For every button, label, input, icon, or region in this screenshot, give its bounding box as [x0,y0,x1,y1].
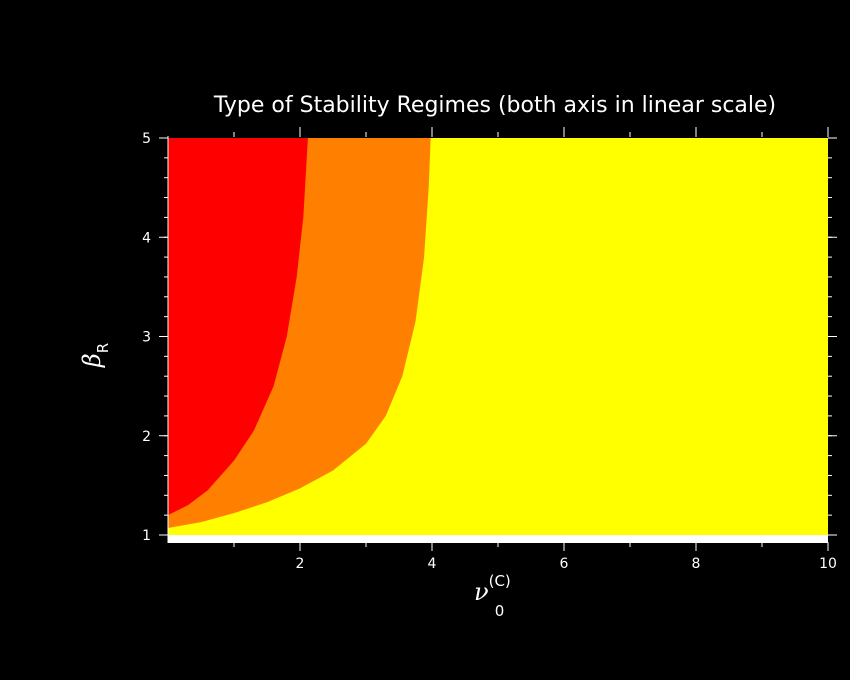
y-tick-label: 2 [142,429,151,445]
x-axis-label: ν(C) 0 [474,572,511,620]
x-tick-label: 10 [819,556,837,572]
x-tick-label: 4 [428,556,437,572]
y-axis-label-subscript: R [94,343,112,353]
y-tick-label: 5 [142,131,151,147]
x-tick-label: 8 [692,556,701,572]
y-axis-ticks: 1 2 3 4 5 [142,131,837,544]
plot-bottom-strip [168,535,828,543]
x-tick-label: 2 [296,556,305,572]
y-tick-label: 4 [142,230,151,246]
x-axis-label-superscript: (C) [489,572,511,590]
y-axis-label-symbol: β [78,353,106,368]
region-ff0000 [168,138,308,516]
regions-layer [167,136,828,543]
x-axis-ticks: 2 4 6 8 10 [296,127,837,572]
x-tick-label: 6 [560,556,569,572]
chart-title: Type of Stability Regimes (both axis in … [213,93,776,118]
y-tick-label: 3 [142,330,151,346]
x-axis-label-subscript: 0 [495,602,505,620]
y-axis-label: βR [78,343,112,368]
x-axis-label-symbol: ν [474,578,489,606]
y-tick-label: 1 [142,528,151,544]
